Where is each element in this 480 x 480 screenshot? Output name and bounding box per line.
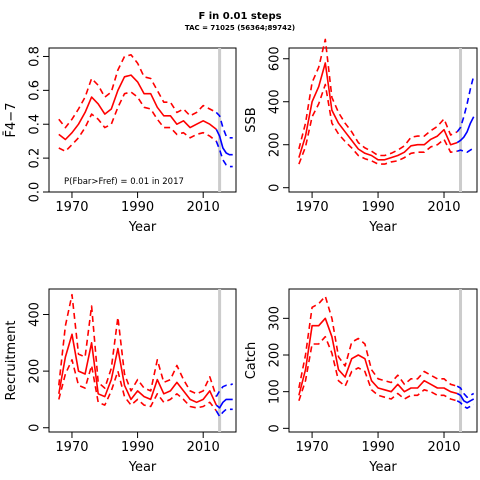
x-tick-label: 1990	[362, 200, 395, 215]
historic-bound-line-2	[58, 91, 217, 153]
figure-subtitle: TAC = 71025 (56364;89742)	[184, 24, 296, 32]
projection-bound-line-5	[215, 140, 233, 168]
historic-bound-line-2	[298, 335, 458, 402]
y-tick-label: 200	[268, 343, 283, 368]
y-tick-label: 600	[268, 46, 283, 71]
historic-bound-line-2	[298, 83, 458, 165]
y-tick-label: 200	[28, 359, 43, 384]
y-axis-label: F̄4−7	[4, 103, 19, 138]
historic-bound-line-1	[58, 293, 218, 397]
projection-median-line-3	[215, 398, 233, 409]
x-tick-label: 1970	[55, 440, 88, 455]
figure-title: F in 0.01 steps	[198, 11, 282, 22]
x-tick-label: 2010	[187, 440, 220, 455]
projection-bound-line-4	[215, 383, 234, 398]
x-axis-label: Year	[128, 460, 157, 475]
x-axis-label: Year	[368, 220, 397, 235]
y-tick-label: 0.4	[28, 114, 43, 135]
historic-bound-line-1	[58, 53, 217, 129]
x-tick-label: 1970	[55, 200, 88, 215]
projection-bound-line-4	[215, 111, 233, 139]
panel-catch: 1970 1990 2010 0 100 200 300 Year Catch	[244, 288, 478, 475]
historic-median-line-0	[58, 333, 218, 406]
projection-bound-line-5	[456, 147, 475, 153]
x-tick-label: 2010	[427, 440, 460, 455]
y-tick-label: 0.0	[28, 182, 43, 203]
historic-bound-line-1	[298, 295, 458, 389]
projection-median-line-3	[456, 392, 475, 404]
x-tick-label: 1970	[296, 440, 329, 455]
y-tick-label: 0	[268, 184, 283, 192]
projection-bound-line-4	[456, 385, 475, 399]
projection-bound-line-5	[215, 408, 233, 418]
historic-median-line-0	[58, 74, 217, 141]
y-tick-label: 0.6	[28, 80, 43, 101]
plot-frame	[48, 47, 237, 193]
panel-fbar: 1970 1990 2010 0.0 0.2 0.4 0.6 0.8 Year F̄4−7 P(Fb…	[4, 46, 237, 235]
y-tick-label: 0.2	[28, 148, 43, 169]
y-tick-label: 0	[268, 424, 283, 432]
x-tick-label: 1990	[121, 200, 154, 215]
x-tick-label: 2010	[187, 200, 220, 215]
probability-annotation: P(Fbar>Fref) = 0.01 in 2017	[64, 177, 184, 187]
y-tick-label: 400	[268, 89, 283, 114]
plot-frame	[288, 47, 478, 193]
projection-bound-line-5	[456, 400, 475, 410]
panel-recruitment: 1970 1990 2010 0 200 400 Year Recruitment	[4, 288, 237, 475]
panel-ssb: 1970 1990 2010 0 200 400 600 Year SSB	[244, 38, 478, 235]
x-tick-label: 1970	[296, 200, 329, 215]
historic-bound-line-1	[298, 38, 458, 157]
historic-median-line-0	[298, 62, 458, 161]
historic-median-line-0	[298, 317, 458, 396]
y-axis-label: SSB	[244, 107, 259, 132]
projection-median-line-3	[215, 128, 233, 156]
historic-bound-line-2	[58, 358, 217, 412]
y-tick-label: 0	[28, 424, 43, 432]
y-tick-label: 0.8	[28, 46, 43, 67]
plot-frame	[288, 288, 478, 433]
y-axis-label: Recruitment	[4, 321, 19, 401]
y-tick-label: 300	[268, 306, 283, 331]
y-axis-label: Catch	[244, 342, 259, 380]
x-axis-label: Year	[128, 220, 157, 235]
x-tick-label: 2010	[427, 200, 460, 215]
x-axis-label: Year	[368, 460, 397, 475]
projection-bound-line-4	[456, 75, 475, 133]
x-tick-label: 1990	[362, 440, 395, 455]
projection-median-line-3	[456, 116, 475, 144]
y-tick-label: 100	[268, 379, 283, 404]
y-tick-label: 200	[268, 132, 283, 157]
plot-frame	[48, 288, 237, 433]
y-tick-label: 400	[28, 302, 43, 327]
x-tick-label: 1990	[121, 440, 154, 455]
